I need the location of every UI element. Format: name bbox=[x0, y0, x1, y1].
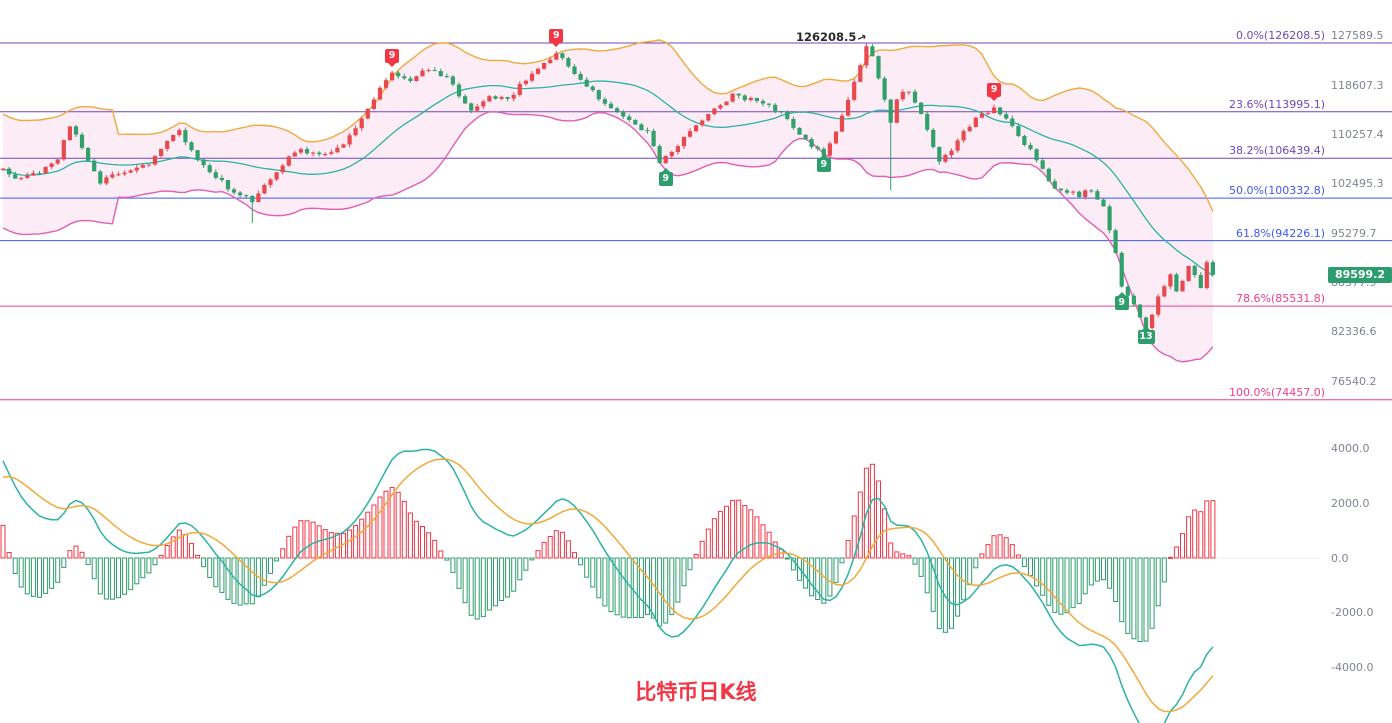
fib-level-label: 50.0%(100332.8) bbox=[1228, 184, 1325, 198]
peak-price-annotation: 126208.5→ bbox=[796, 30, 869, 46]
chart-title: 比特币日K线 bbox=[635, 680, 757, 704]
macd-axis-label: 4000.0 bbox=[1331, 441, 1370, 455]
last-price-badge: 89599.2 bbox=[1328, 266, 1392, 283]
fib-level-label: 61.8%(94226.1) bbox=[1235, 226, 1325, 240]
td-marker-9: 9 bbox=[658, 168, 673, 186]
price-axis-label: 76540.2 bbox=[1331, 374, 1377, 388]
fib-level-label: 0.0%(126208.5) bbox=[1235, 29, 1325, 42]
peak-price-text: 126208.5 bbox=[796, 30, 857, 44]
fib-level-label: 100.0%(74457.0) bbox=[1228, 385, 1325, 399]
td-marker-9: 9 bbox=[816, 153, 831, 172]
macd-axis-label: 2000.0 bbox=[1331, 496, 1370, 510]
price-axis-label: 102495.3 bbox=[1331, 177, 1384, 191]
price-axis-label: 110257.4 bbox=[1331, 127, 1384, 141]
price-axis-label: 95279.7 bbox=[1331, 226, 1377, 240]
fib-level-label: 38.2%(106439.4) bbox=[1228, 144, 1325, 158]
fib-level-label: 23.6%(113995.1) bbox=[1228, 97, 1325, 111]
price-axis-label: 118607.3 bbox=[1331, 78, 1384, 92]
td-marker-9: 9 bbox=[385, 48, 400, 67]
macd-axis-label: -2000.0 bbox=[1331, 606, 1374, 620]
price-axis-label: 127589.5 bbox=[1331, 29, 1384, 43]
macd-axis-label: 0.0 bbox=[1331, 551, 1349, 565]
macd-axis-label: -4000.0 bbox=[1331, 661, 1374, 675]
td-marker-13: 13 bbox=[1137, 325, 1155, 344]
td-marker-9: 9 bbox=[1114, 291, 1129, 310]
td-marker-9: 9 bbox=[549, 28, 564, 47]
td-marker-9: 9 bbox=[987, 82, 1001, 101]
price-axis-label: 82336.6 bbox=[1331, 325, 1377, 339]
fib-level-label: 78.6%(85531.8) bbox=[1235, 292, 1325, 306]
